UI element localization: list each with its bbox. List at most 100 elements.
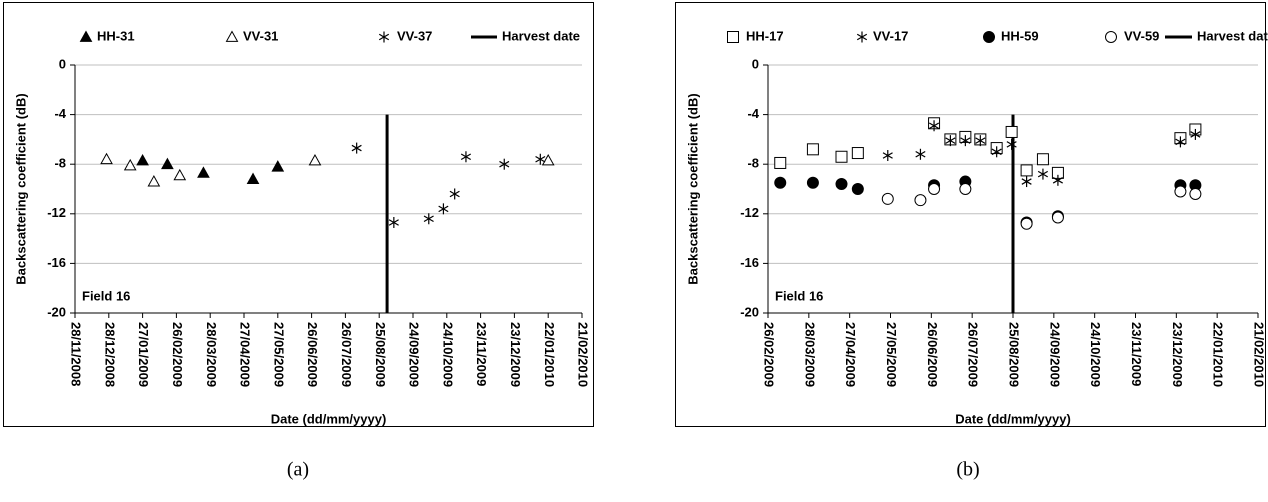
x-tick-label: 27/05/2009 [271,322,286,387]
marker [535,153,546,165]
marker [856,31,868,43]
marker [1189,187,1202,200]
marker [1190,128,1201,140]
marker [928,120,940,132]
x-tick-label: 24/09/2009 [1047,322,1062,387]
marker [173,168,187,181]
marker [460,151,472,163]
marker-part [541,153,555,166]
marker-part [991,148,1002,156]
marker [1005,125,1018,138]
marker [991,146,1002,158]
annotation: Field 16 [775,288,823,303]
x-tick-label: 23/11/2009 [474,322,489,386]
marker-part [388,219,399,226]
marker-part [161,157,174,170]
x-axis-label: Date (dd/mm/yyyy) [271,411,387,426]
y-axis-label: Backscattering coefficient (dB) [13,93,28,284]
x-tick-label: 24/10/2009 [440,322,455,387]
marker-part [173,168,187,181]
legend-label: HH-17 [746,28,784,43]
marker-part [806,176,819,189]
marker [308,153,322,166]
marker [914,194,927,207]
marker-part [1051,211,1064,224]
marker-part [136,153,149,166]
marker [161,157,174,170]
y-axis-label: Backscattering coefficient (dB) [685,93,700,284]
marker-part [197,166,210,178]
marker-part [308,153,322,166]
marker [378,31,390,43]
y-tick-label: 0 [752,56,759,71]
marker [1020,217,1033,230]
marker-part [928,122,940,130]
legend-label: Harvest date [502,28,580,43]
marker [835,178,848,191]
marker [727,31,739,43]
marker [423,213,434,225]
y-tick-label: -16 [47,255,66,270]
marker [774,176,787,189]
marker-part [882,152,893,159]
marker-part [1020,217,1033,230]
marker-part [851,183,864,195]
marker-part [147,175,161,187]
y-tick-label: -4 [54,106,66,121]
x-tick-label: 27/04/2009 [843,322,858,387]
marker [851,147,864,160]
marker [1052,174,1063,186]
marker [1036,153,1049,166]
marker [1105,31,1117,43]
x-tick-label: 26/07/2009 [966,322,981,387]
marker-part [835,150,848,163]
marker [1037,168,1049,180]
marker-part [1190,131,1201,138]
marker-part [1020,164,1033,177]
y-tick-label: -8 [54,156,66,171]
panel-frame [3,2,594,427]
marker-part [1189,187,1202,200]
legend-label: HH-59 [1001,28,1039,43]
marker [975,135,986,147]
marker-part [727,31,739,43]
x-tick-label: 27/01/2009 [136,322,151,387]
marker-part [914,194,927,207]
y-tick-label: -12 [740,205,759,220]
x-tick-label: 26/06/2009 [305,322,320,387]
marker [100,152,113,165]
marker-part [856,33,868,41]
marker-part [123,158,137,171]
legend-label: HH-31 [97,28,135,43]
marker-part [225,30,239,42]
marker [388,216,399,228]
x-tick-label: 23/12/2009 [508,322,523,387]
marker [774,156,787,169]
marker [123,158,137,171]
x-tick-label: 24/10/2009 [1088,322,1103,387]
marker [1175,136,1186,148]
x-tick-label: 28/12/2008 [102,322,117,387]
marker [351,142,362,154]
y-tick-label: -8 [747,156,759,171]
marker [851,183,864,195]
marker [225,30,239,42]
marker [79,30,93,42]
annotation: Field 16 [82,288,130,303]
y-tick-label: 0 [59,56,66,71]
marker [449,188,460,200]
marker-part [499,160,510,168]
marker [928,183,941,195]
marker [945,135,956,147]
marker-part [1021,178,1032,185]
y-tick-label: -20 [47,304,66,319]
x-tick-label: 24/09/2009 [407,322,422,387]
marker [147,175,161,187]
marker [881,192,894,205]
x-tick-label: 26/06/2009 [925,322,940,387]
x-tick-label: 25/08/2009 [373,322,388,387]
marker-part [351,144,362,152]
legend-label: VV-59 [1124,28,1159,43]
y-tick-label: -4 [747,106,759,121]
